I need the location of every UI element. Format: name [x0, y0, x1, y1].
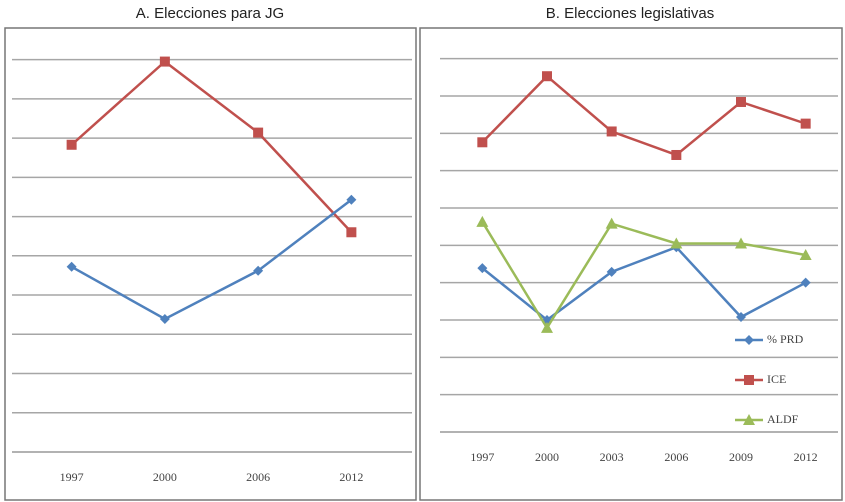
marker — [744, 375, 754, 385]
marker — [477, 263, 488, 274]
marker — [66, 139, 77, 150]
marker — [670, 237, 683, 249]
series-line — [71, 198, 353, 321]
legend-label: % PRD — [767, 332, 804, 346]
marker — [735, 237, 747, 249]
marker — [606, 126, 617, 137]
marker — [159, 56, 170, 67]
chart-title: A. Elecciones para JG — [136, 5, 284, 22]
marker — [253, 127, 264, 138]
marker — [671, 149, 682, 160]
x-tick-label: 2000 — [153, 470, 177, 484]
marker — [800, 277, 811, 288]
marker — [346, 227, 357, 238]
marker — [159, 313, 170, 324]
marker — [346, 194, 357, 205]
marker — [542, 71, 552, 82]
x-tick-label: 2003 — [600, 450, 624, 464]
series-line — [481, 74, 807, 157]
x-tick-label: 2012 — [339, 470, 363, 484]
marker — [541, 321, 553, 333]
marker — [800, 118, 811, 129]
marker — [606, 266, 617, 277]
marker — [736, 312, 746, 323]
marker — [743, 414, 755, 425]
marker — [736, 96, 746, 107]
series-line — [70, 59, 353, 234]
marker — [476, 215, 489, 227]
x-tick-label: 2006 — [664, 450, 688, 464]
x-tick-label: 2000 — [535, 450, 559, 464]
x-tick-label: 1997 — [60, 470, 84, 484]
legend-label: ICE — [767, 372, 786, 386]
marker — [605, 217, 618, 229]
x-tick-label: 2009 — [729, 450, 753, 464]
legend-label: ALDF — [767, 412, 799, 426]
series-line — [481, 221, 806, 331]
x-tick-label: 1997 — [470, 450, 494, 464]
marker — [799, 249, 812, 261]
marker — [744, 335, 754, 345]
chart-title: B. Elecciones legislativas — [546, 5, 714, 22]
marker — [66, 261, 77, 272]
marker — [253, 265, 264, 276]
x-tick-label: 2006 — [246, 470, 270, 484]
marker — [477, 137, 488, 148]
x-tick-label: 2012 — [794, 450, 818, 464]
